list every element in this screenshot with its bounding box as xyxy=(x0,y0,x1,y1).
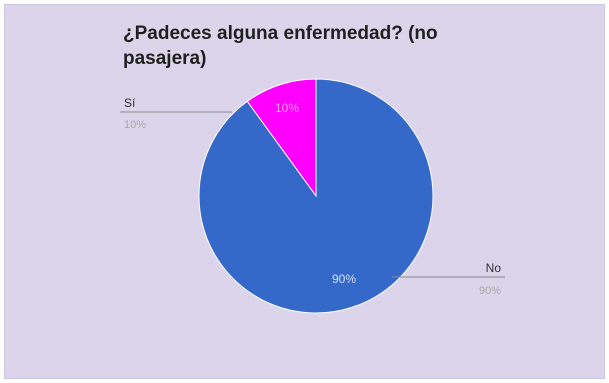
slice-percent-no-outer: 90% xyxy=(479,285,501,297)
pie-slice-si xyxy=(246,78,317,198)
slice-label-si: Sí xyxy=(124,96,136,110)
chart-title: ¿Padeces alguna enfermedad? (no pasajera… xyxy=(123,23,438,69)
chart-card: ¿Padeces alguna enfermedad? (no pasajera… xyxy=(4,4,605,379)
slice-percent-si-inner: 10% xyxy=(275,101,299,115)
pie-slice-no xyxy=(198,78,434,314)
slice-percent-si-outer: 10% xyxy=(124,119,146,131)
slice-percent-no-inner: 90% xyxy=(332,272,356,286)
slice-label-no: No xyxy=(486,261,502,275)
